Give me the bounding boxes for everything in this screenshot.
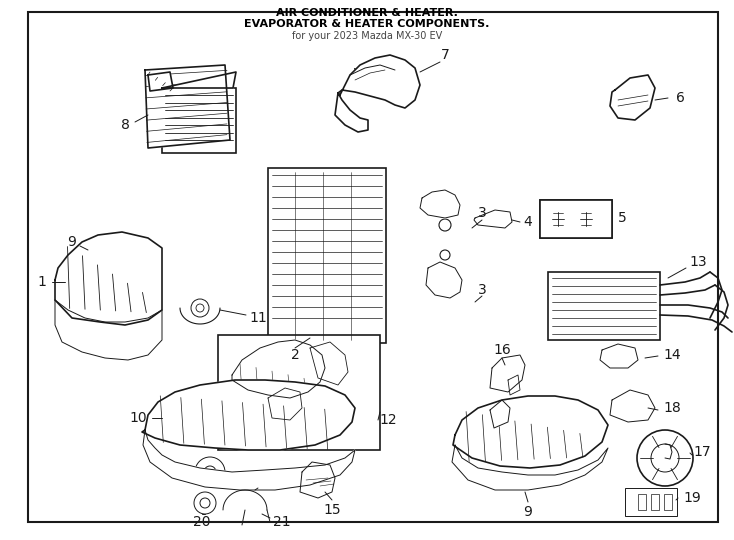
Bar [218, 335, 380, 450]
Circle shape [204, 466, 216, 478]
Circle shape [549, 210, 567, 228]
Circle shape [200, 498, 210, 508]
Bar [664, 494, 672, 510]
Bar [540, 200, 612, 238]
Polygon shape [452, 445, 608, 490]
Text: 3: 3 [478, 283, 487, 297]
Circle shape [196, 304, 204, 312]
Polygon shape [148, 72, 173, 91]
Polygon shape [268, 388, 302, 420]
Text: 1: 1 [37, 275, 46, 289]
Text: EVAPORATOR & HEATER COMPONENTS.: EVAPORATOR & HEATER COMPONENTS. [244, 19, 490, 29]
Bar [638, 494, 646, 510]
Polygon shape [600, 344, 638, 368]
Circle shape [651, 444, 679, 472]
Polygon shape [335, 93, 368, 132]
Bar [162, 88, 236, 153]
Circle shape [624, 90, 640, 106]
Polygon shape [610, 390, 655, 422]
Polygon shape [453, 396, 608, 468]
Circle shape [440, 265, 450, 275]
Circle shape [191, 299, 209, 317]
Circle shape [195, 457, 225, 487]
Polygon shape [143, 430, 355, 490]
Bar [548, 272, 660, 340]
Text: 5: 5 [617, 211, 626, 225]
Polygon shape [310, 342, 348, 385]
Text: 19: 19 [683, 491, 701, 505]
Circle shape [440, 250, 450, 260]
Polygon shape [474, 210, 512, 228]
Text: 12: 12 [379, 413, 397, 427]
Bar [651, 494, 659, 510]
Bar [625, 488, 677, 516]
Text: 8: 8 [120, 118, 129, 132]
Text: 10: 10 [129, 411, 147, 425]
Text: 13: 13 [689, 255, 707, 269]
Text: 15: 15 [323, 503, 341, 517]
Circle shape [194, 492, 216, 514]
Text: 11: 11 [249, 311, 267, 325]
Polygon shape [232, 340, 325, 398]
Circle shape [637, 430, 693, 486]
Text: 14: 14 [664, 348, 681, 362]
Text: 3: 3 [478, 206, 487, 220]
Polygon shape [142, 380, 355, 450]
Text: 4: 4 [523, 215, 532, 229]
Polygon shape [490, 400, 510, 428]
Bar [268, 168, 386, 343]
Text: for your 2023 Mazda MX-30 EV: for your 2023 Mazda MX-30 EV [292, 31, 442, 42]
Polygon shape [338, 55, 420, 108]
Circle shape [577, 210, 595, 228]
Text: 7: 7 [440, 48, 449, 62]
Polygon shape [55, 300, 162, 360]
Text: AIR CONDITIONER & HEATER.: AIR CONDITIONER & HEATER. [276, 8, 458, 18]
Polygon shape [508, 375, 520, 395]
Text: 9: 9 [523, 505, 532, 519]
Text: 2: 2 [291, 348, 299, 362]
Text: 16: 16 [493, 343, 511, 357]
Polygon shape [426, 262, 462, 298]
Bar [354, 68, 379, 83]
Text: 21: 21 [273, 515, 291, 529]
Polygon shape [420, 190, 460, 218]
Text: 17: 17 [693, 445, 711, 459]
Text: 6: 6 [675, 91, 684, 105]
Text: 20: 20 [193, 515, 211, 529]
Text: 9: 9 [68, 235, 76, 249]
Polygon shape [55, 232, 162, 325]
Text: 18: 18 [663, 401, 681, 415]
Polygon shape [162, 72, 236, 88]
Polygon shape [145, 65, 230, 148]
Bar [540, 200, 612, 238]
Polygon shape [610, 75, 655, 120]
Polygon shape [300, 462, 335, 498]
Polygon shape [490, 355, 525, 392]
Circle shape [439, 219, 451, 231]
